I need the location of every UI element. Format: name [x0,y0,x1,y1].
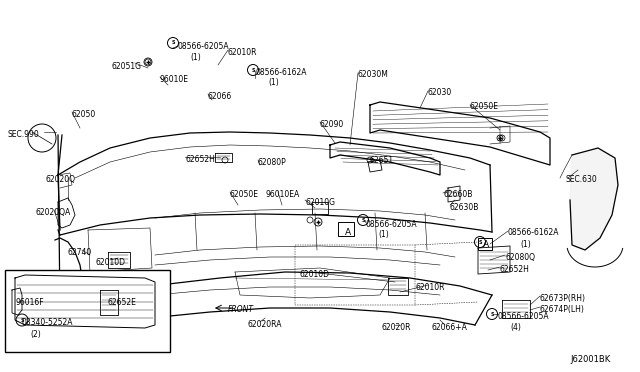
Text: (4): (4) [510,323,521,332]
Bar [5,270,170,352]
Text: 62020R: 62020R [382,323,412,332]
Polygon shape [570,148,618,250]
Text: FRONT: FRONT [228,305,254,314]
Text: S: S [478,240,482,244]
Text: 08566-6205A: 08566-6205A [178,42,230,51]
Text: (1): (1) [520,240,531,249]
Text: S: S [172,41,175,45]
Text: S: S [20,317,24,323]
Text: 62030M: 62030M [358,70,389,79]
Text: (1): (1) [268,78,279,87]
Text: S: S [490,311,493,317]
Text: SEC.990: SEC.990 [8,130,40,139]
Text: 62020QA: 62020QA [36,208,71,217]
Text: 62010D: 62010D [95,258,125,267]
Text: 62090: 62090 [320,120,344,129]
Text: (1): (1) [378,230,388,239]
Text: 62010R: 62010R [228,48,257,57]
Text: 62010R: 62010R [415,283,445,292]
Text: 62674P(LH): 62674P(LH) [540,305,585,314]
Text: 62673P(RH): 62673P(RH) [540,294,586,303]
Text: 62080P: 62080P [258,158,287,167]
Text: 62740: 62740 [68,248,92,257]
Text: (2): (2) [30,330,41,339]
Text: 96010EA: 96010EA [265,190,300,199]
Text: 08566-6162A: 08566-6162A [508,228,559,237]
Text: 62651: 62651 [370,156,394,165]
Text: 62020Q: 62020Q [46,175,76,184]
Text: 08566-6162A: 08566-6162A [255,68,307,77]
Bar [478,238,492,250]
Text: 96016F: 96016F [15,298,44,307]
Text: 62630B: 62630B [450,203,479,212]
Text: 62050: 62050 [72,110,96,119]
Text: 08566-6205A: 08566-6205A [365,220,417,229]
Text: 62050E: 62050E [230,190,259,199]
Text: 08340-5252A: 08340-5252A [22,318,74,327]
Text: 62660B: 62660B [443,190,472,199]
Text: (1): (1) [190,53,201,62]
Text: S: S [361,218,365,222]
Text: 62652H: 62652H [500,265,530,274]
Text: 62652E: 62652E [108,298,137,307]
Text: 62010G: 62010G [305,198,335,207]
Text: 62066+A: 62066+A [432,323,468,332]
Text: 62020RA: 62020RA [248,320,282,329]
Text: 62051G: 62051G [112,62,142,71]
Text: 62652H: 62652H [185,155,215,164]
Text: 62066: 62066 [208,92,232,101]
Text: 62010D: 62010D [300,270,330,279]
Text: A: A [483,240,489,249]
Text: J62001BK: J62001BK [570,355,611,364]
Text: SEC.630: SEC.630 [565,175,596,184]
Text: 62050E: 62050E [470,102,499,111]
Bar [338,222,354,236]
Text: 62030: 62030 [428,88,452,97]
Text: 62080Q: 62080Q [505,253,535,262]
Text: 96010E: 96010E [160,75,189,84]
Text: A: A [345,228,351,237]
Text: 08566-6205A: 08566-6205A [498,312,550,321]
Text: S: S [252,67,255,73]
